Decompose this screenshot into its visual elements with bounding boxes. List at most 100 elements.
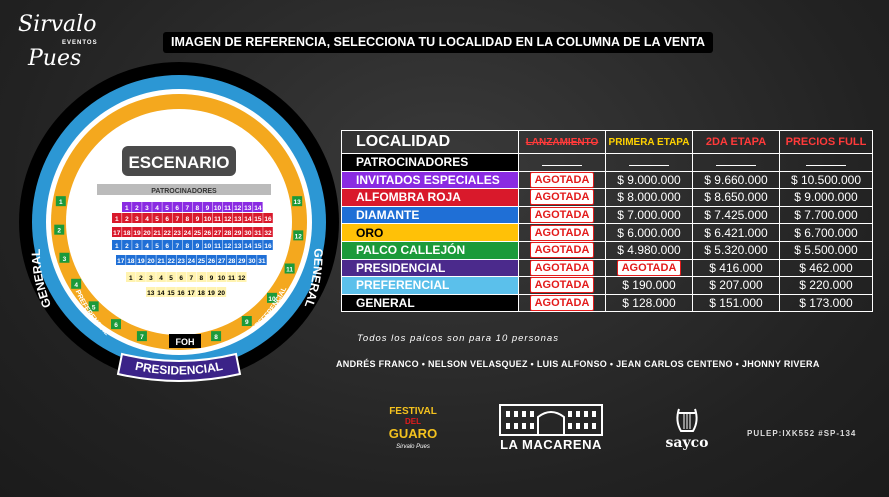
- seat-number: 5: [169, 275, 173, 282]
- price-cell: $ 173.000: [779, 293, 873, 313]
- seat-box: [146, 272, 156, 282]
- sayco-label: sayco: [665, 435, 709, 451]
- foh-box: [169, 334, 201, 348]
- price-cell: AGOTADA: [518, 205, 606, 225]
- seat-box: [186, 287, 196, 297]
- price-value: $ 4.980.000: [617, 243, 681, 258]
- seat-number: 11: [224, 205, 231, 212]
- seat-number: 5: [165, 205, 169, 212]
- callejon-box: [136, 331, 147, 342]
- seat-box: [112, 227, 122, 237]
- seat-box: [156, 255, 166, 265]
- seat-box: [206, 272, 217, 282]
- localidad-cell: PRESIDENCIAL: [341, 258, 519, 278]
- table-row: ORO AGOTADA $ 6.000.000 $ 6.421.000 $ 6.700.…: [341, 223, 873, 242]
- seat-box: [202, 202, 213, 212]
- reference-banner: IMAGEN DE REFERENCIA, SELECCIONA TU LOCA…: [163, 32, 714, 53]
- seat-number: 2: [135, 205, 139, 212]
- seat-number: 21: [154, 230, 162, 237]
- logo-line2: EVENTOS: [62, 40, 98, 46]
- seat-box: [152, 227, 162, 237]
- price-cell: $ 9.660.000: [692, 170, 780, 190]
- seat-number: 28: [224, 230, 232, 237]
- table-row: PRESIDENCIAL AGOTADA AGOTADA $ 416.000 $ 462…: [341, 258, 873, 278]
- seat-box: [112, 240, 122, 250]
- seat-number: 3: [135, 243, 139, 250]
- seat-box: [172, 202, 182, 212]
- price-value: $ 9.000.000: [617, 172, 681, 187]
- seat-number: 13: [234, 216, 242, 223]
- seat-box: [166, 287, 176, 297]
- seat-rows: 1 2 3 4 5 6 7 8 9 10 11 12 13 141 2 3 4 5 6 7 8 9 10 11 12 13 14 15…: [112, 202, 273, 297]
- callejon-number: 4: [74, 282, 78, 289]
- price-value: $ 10.500.000: [790, 172, 862, 187]
- seat-box: [126, 272, 136, 282]
- price-value: $ 7.700.000: [794, 208, 858, 223]
- header-precios-full: PRECIOS FULL: [779, 130, 873, 154]
- seat-number: 19: [133, 230, 141, 237]
- price-value: $ 190.000: [622, 278, 676, 293]
- price-cell: $ 462.000: [779, 258, 873, 278]
- sold-out-badge: AGOTADA: [616, 259, 682, 276]
- seat-box: [126, 255, 136, 265]
- price-cell: $ 416.000: [692, 258, 780, 278]
- seat-number: 25: [198, 258, 206, 265]
- sold-out-badge: AGOTADA: [529, 295, 595, 312]
- seat-box: [166, 255, 176, 265]
- seat-box: [253, 227, 263, 237]
- price-cell: $ 7.425.000: [692, 205, 780, 225]
- table-row: DIAMANTE AGOTADA $ 7.000.000 $ 7.425.000 $ 7…: [341, 205, 873, 225]
- seat-box: [142, 240, 152, 250]
- callejon-box: [292, 196, 303, 207]
- header-segunda-etapa: 2DA ETAPA: [692, 130, 780, 154]
- price-cell: AGOTADA: [518, 170, 606, 190]
- festival-line3: GUARO: [389, 426, 437, 441]
- localidad-cell: ORO: [341, 223, 519, 242]
- artists-line: ANDRÉS FRANCO • NELSON VELASQUEZ • LUIS …: [336, 359, 820, 369]
- seat-number: 18: [127, 258, 135, 265]
- price-cell: $ 5.500.000: [779, 240, 873, 260]
- seat-number: 2: [125, 216, 129, 223]
- seat-number: 14: [244, 243, 252, 250]
- price-value: $ 173.000: [799, 296, 853, 311]
- seat-number: 12: [238, 275, 246, 282]
- price-cell: AGOTADA: [518, 258, 606, 278]
- seat-number: 25: [194, 230, 202, 237]
- seat-box: [156, 287, 166, 297]
- seat-box: [172, 227, 183, 237]
- seat-number: 8: [186, 243, 190, 250]
- seat-number: 14: [157, 290, 165, 297]
- seat-number: 24: [188, 258, 196, 265]
- price-cell: AGOTADA: [518, 188, 606, 207]
- header-primera-etapa: PRIMERA ETAPA: [605, 130, 693, 154]
- seat-number: 8: [196, 205, 200, 212]
- table-header-row: LOCALIDAD LANZAMIENTO PRIMERA ETAPA 2DA …: [341, 130, 873, 154]
- empty-dash: [542, 165, 582, 167]
- stage-box: [122, 146, 236, 176]
- seat-box: [162, 227, 172, 237]
- seat-number: 19: [208, 290, 216, 297]
- seat-box: [142, 202, 152, 212]
- price-table: LOCALIDAD LANZAMIENTO PRIMERA ETAPA 2DA …: [341, 130, 873, 313]
- festival-del-guaro-logo: FESTIVAL DEL GUARO Sirvalo Pues: [388, 402, 438, 457]
- seat-number: 2: [139, 275, 143, 282]
- seat-number: 26: [208, 258, 216, 265]
- seat-box: [196, 272, 207, 282]
- sayco-logo: sayco: [657, 405, 717, 457]
- localidad-cell: ALFOMBRA ROJA: [341, 188, 519, 207]
- seat-number: 7: [189, 275, 193, 282]
- callejon-number: 11: [286, 267, 293, 274]
- callejon-box: [211, 331, 222, 342]
- table-row: PALCO CALLEJÓN AGOTADA $ 4.980.000 $ 5.320.…: [341, 240, 873, 260]
- header-localidad: LOCALIDAD: [341, 130, 519, 154]
- seat-number: 18: [123, 230, 131, 237]
- seat-box: [216, 287, 227, 297]
- seat-box: [222, 202, 233, 212]
- table-body: PATROCINADORES INVITADOS ESPECIALES AGOTAD…: [341, 153, 873, 313]
- price-value: $ 416.000: [709, 260, 763, 275]
- callejon-number: 9: [245, 319, 249, 326]
- localidad-cell: PREFERENCIAL: [341, 276, 519, 295]
- callejon-box: [54, 224, 65, 235]
- seat-number: 28: [228, 258, 236, 265]
- seat-number: 3: [149, 275, 153, 282]
